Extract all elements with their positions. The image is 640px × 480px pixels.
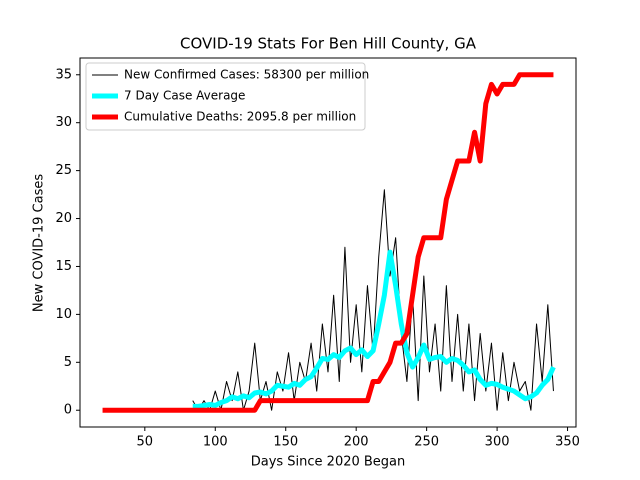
y-tick-label: 35 (55, 67, 72, 82)
series-line (102, 72, 554, 413)
legend-box (85, 62, 366, 131)
y-tick-label: 15 (55, 259, 72, 274)
y-tick-label: 5 (64, 355, 72, 370)
x-tick-label: 200 (344, 435, 369, 450)
series-line (192, 249, 556, 409)
x-tick-label: 100 (203, 435, 228, 450)
x-tick-label: 50 (137, 435, 154, 450)
legend-text: Cumulative Deaths: 2095.8 per million (124, 110, 356, 124)
y-tick-label: 10 (55, 307, 72, 322)
y-tick-label: 30 (55, 115, 72, 130)
x-tick-label: 350 (555, 435, 580, 450)
y-tick-label: 0 (64, 403, 72, 418)
x-axis-label: Days Since 2020 Began (251, 455, 406, 470)
x-tick-label: 300 (485, 435, 510, 450)
x-tick-label: 250 (414, 435, 439, 450)
y-axis-label: New COVID-19 Cases (32, 174, 47, 312)
chart-title: COVID-19 Stats For Ben Hill County, GA (180, 35, 477, 53)
plot-frame (79, 57, 577, 428)
legend-text: New Confirmed Cases: 58300 per million (124, 68, 369, 82)
legend-text: 7 Day Case Average (124, 89, 245, 103)
y-tick-label: 20 (55, 211, 72, 226)
x-tick-label: 150 (273, 435, 298, 450)
y-tick-label: 25 (55, 163, 72, 178)
